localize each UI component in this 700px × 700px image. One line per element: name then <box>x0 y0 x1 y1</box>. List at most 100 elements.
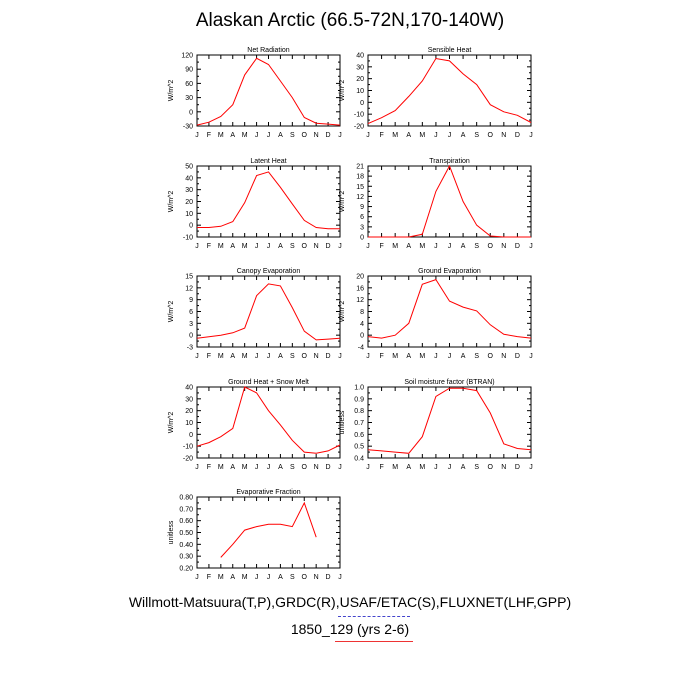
x-tick-label: O <box>302 353 308 360</box>
panel-title: Ground Heat + Snow Melt <box>228 379 309 386</box>
x-tick-label: F <box>379 353 383 360</box>
x-tick-label: A <box>406 464 411 471</box>
series-line <box>367 57 532 125</box>
x-tick-label: M <box>218 353 224 360</box>
y-tick-label: 50 <box>185 164 193 171</box>
y-tick-label: -10 <box>354 112 364 119</box>
plot-frame <box>196 496 341 569</box>
y-tick-label: 8 <box>360 309 364 316</box>
y-tick-label: 0.60 <box>179 518 193 525</box>
x-tick-label: M <box>419 464 425 471</box>
x-tick-label: M <box>242 132 248 139</box>
x-tick-label: A <box>406 353 411 360</box>
y-tick-label: 10 <box>185 211 193 218</box>
y-tick-label: 16 <box>356 285 364 292</box>
y-tick-label: 12 <box>185 285 193 292</box>
x-tick-label: O <box>488 464 494 471</box>
plot-frame <box>196 54 341 127</box>
x-tick-label: A <box>230 574 235 581</box>
y-tick-label: 12 <box>356 297 364 304</box>
x-tick-label: J <box>195 132 199 139</box>
x-tick-label: A <box>461 132 466 139</box>
x-tick-label: J <box>434 353 438 360</box>
x-tick-label: O <box>302 132 308 139</box>
x-tick-label: J <box>529 353 533 360</box>
x-tick-label: A <box>406 132 411 139</box>
y-tick-label: 10 <box>185 420 193 427</box>
y-tick-label: 30 <box>185 187 193 194</box>
x-tick-label: D <box>515 464 520 471</box>
x-tick-label: A <box>461 243 466 250</box>
x-tick-label: M <box>419 132 425 139</box>
x-tick-label: J <box>434 464 438 471</box>
y-axis-label: W/m^2 <box>168 412 175 434</box>
x-tick-label: M <box>242 243 248 250</box>
x-tick-label: M <box>392 464 398 471</box>
series-line <box>196 283 341 341</box>
x-tick-label: N <box>501 243 506 250</box>
x-tick-label: J <box>255 353 259 360</box>
x-tick-label: J <box>366 243 370 250</box>
x-tick-label: F <box>207 574 211 581</box>
x-tick-label: D <box>515 353 520 360</box>
panel-title: Ground Evaporation <box>418 268 481 275</box>
x-tick-label: J <box>529 132 533 139</box>
x-tick-label: J <box>529 243 533 250</box>
footer-underline-red <box>335 641 413 642</box>
y-tick-label: 3 <box>360 224 364 231</box>
footer-sources: Willmott-Matsuura(T,P),GRDC(R),USAF/ETAC… <box>128 594 572 610</box>
plot-frame <box>367 386 532 459</box>
x-tick-label: D <box>515 243 520 250</box>
x-tick-label: J <box>267 464 271 471</box>
x-tick-label: O <box>488 243 494 250</box>
series-line <box>367 387 532 454</box>
y-tick-label: -20 <box>183 456 193 463</box>
x-tick-label: J <box>267 574 271 581</box>
y-tick-label: 0.30 <box>179 554 193 561</box>
y-tick-label: 0.7 <box>354 420 364 427</box>
y-tick-label: 6 <box>189 309 193 316</box>
y-tick-label: 0 <box>360 333 364 340</box>
series-line <box>368 164 531 238</box>
y-axis-label: W/m^2 <box>168 301 175 323</box>
x-tick-label: F <box>207 464 211 471</box>
x-tick-label: M <box>392 353 398 360</box>
x-tick-label: J <box>195 464 199 471</box>
x-tick-label: D <box>515 132 520 139</box>
x-tick-label: J <box>195 574 199 581</box>
plot-frame <box>367 165 532 238</box>
x-tick-label: A <box>461 464 466 471</box>
x-tick-label: M <box>419 243 425 250</box>
panel-title: Sensible Heat <box>428 47 472 54</box>
y-tick-label: 4 <box>360 321 364 328</box>
y-tick-label: 3 <box>189 321 193 328</box>
y-tick-label: 0.70 <box>179 506 193 513</box>
y-tick-label: 21 <box>356 164 364 171</box>
x-tick-label: J <box>195 243 199 250</box>
x-tick-label: J <box>448 464 452 471</box>
x-tick-label: F <box>379 464 383 471</box>
y-tick-label: 6 <box>360 214 364 221</box>
x-tick-label: M <box>392 132 398 139</box>
y-axis-label: unitless <box>168 520 175 544</box>
x-tick-label: M <box>242 353 248 360</box>
panel-title: Transpiration <box>429 158 470 165</box>
y-tick-label: 40 <box>185 385 193 392</box>
x-tick-label: A <box>230 243 235 250</box>
x-tick-label: F <box>379 243 383 250</box>
y-tick-label: 40 <box>356 53 364 60</box>
x-tick-label: J <box>338 464 342 471</box>
y-tick-label: -4 <box>358 345 364 352</box>
y-tick-label: 0.80 <box>179 495 193 502</box>
x-tick-label: D <box>326 243 331 250</box>
x-tick-label: O <box>302 574 308 581</box>
x-tick-label: J <box>366 464 370 471</box>
series-line <box>196 57 341 126</box>
figure-title: Alaskan Arctic (66.5-72N,170-140W) <box>195 10 505 31</box>
x-tick-label: S <box>290 132 295 139</box>
x-tick-label: N <box>314 132 319 139</box>
x-tick-label: O <box>488 353 494 360</box>
x-tick-label: A <box>278 243 283 250</box>
y-tick-label: 0 <box>189 109 193 116</box>
plot-frame <box>367 54 532 127</box>
